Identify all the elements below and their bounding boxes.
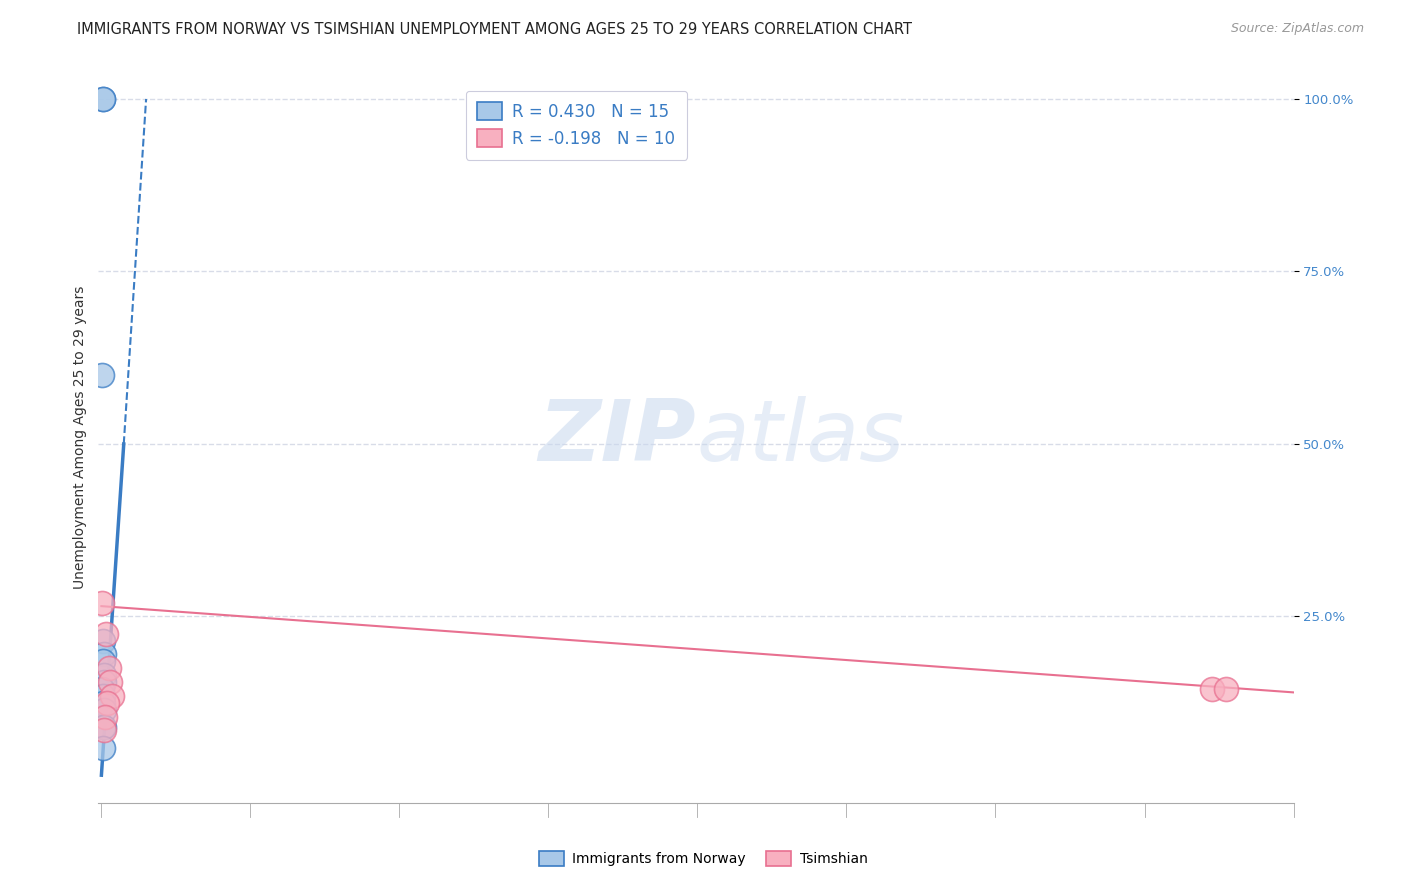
Text: atlas: atlas (696, 395, 904, 479)
Point (91, 720, 114, 734)
Point (91, 596, 114, 610)
Point (93, 723, 115, 738)
Point (1215, 681, 1237, 696)
Legend: Immigrants from Norway, Tsimshian: Immigrants from Norway, Tsimshian (533, 846, 873, 871)
Point (91, 689, 114, 703)
Text: ZIP: ZIP (538, 395, 696, 479)
Point (91, 368, 114, 382)
Point (93, 703, 115, 717)
Text: IMMIGRANTS FROM NORWAY VS TSIMSHIAN UNEMPLOYMENT AMONG AGES 25 TO 29 YEARS CORRE: IMMIGRANTS FROM NORWAY VS TSIMSHIAN UNEM… (77, 22, 912, 37)
Point (93, 675, 115, 690)
Point (98, 675, 121, 690)
Point (91, 654, 114, 668)
Point (91, 681, 114, 696)
Y-axis label: Unemployment Among Ages 25 to 29 years: Unemployment Among Ages 25 to 29 years (73, 285, 87, 589)
Point (96, 696, 118, 710)
Point (93, 720, 115, 734)
Point (91, 740, 114, 755)
Point (91, 696, 114, 710)
Legend: R = 0.430   N = 15, R = -0.198   N = 10: R = 0.430 N = 15, R = -0.198 N = 10 (465, 91, 688, 160)
Point (93, 668, 115, 682)
Point (101, 689, 124, 703)
Point (94, 709, 117, 723)
Point (93, 648, 115, 662)
Point (91, 633, 114, 648)
Text: Source: ZipAtlas.com: Source: ZipAtlas.com (1230, 22, 1364, 36)
Point (94, 626, 117, 640)
Point (91, 92, 114, 106)
Point (97, 661, 120, 675)
Point (91, 92, 114, 106)
Point (1201, 681, 1223, 696)
